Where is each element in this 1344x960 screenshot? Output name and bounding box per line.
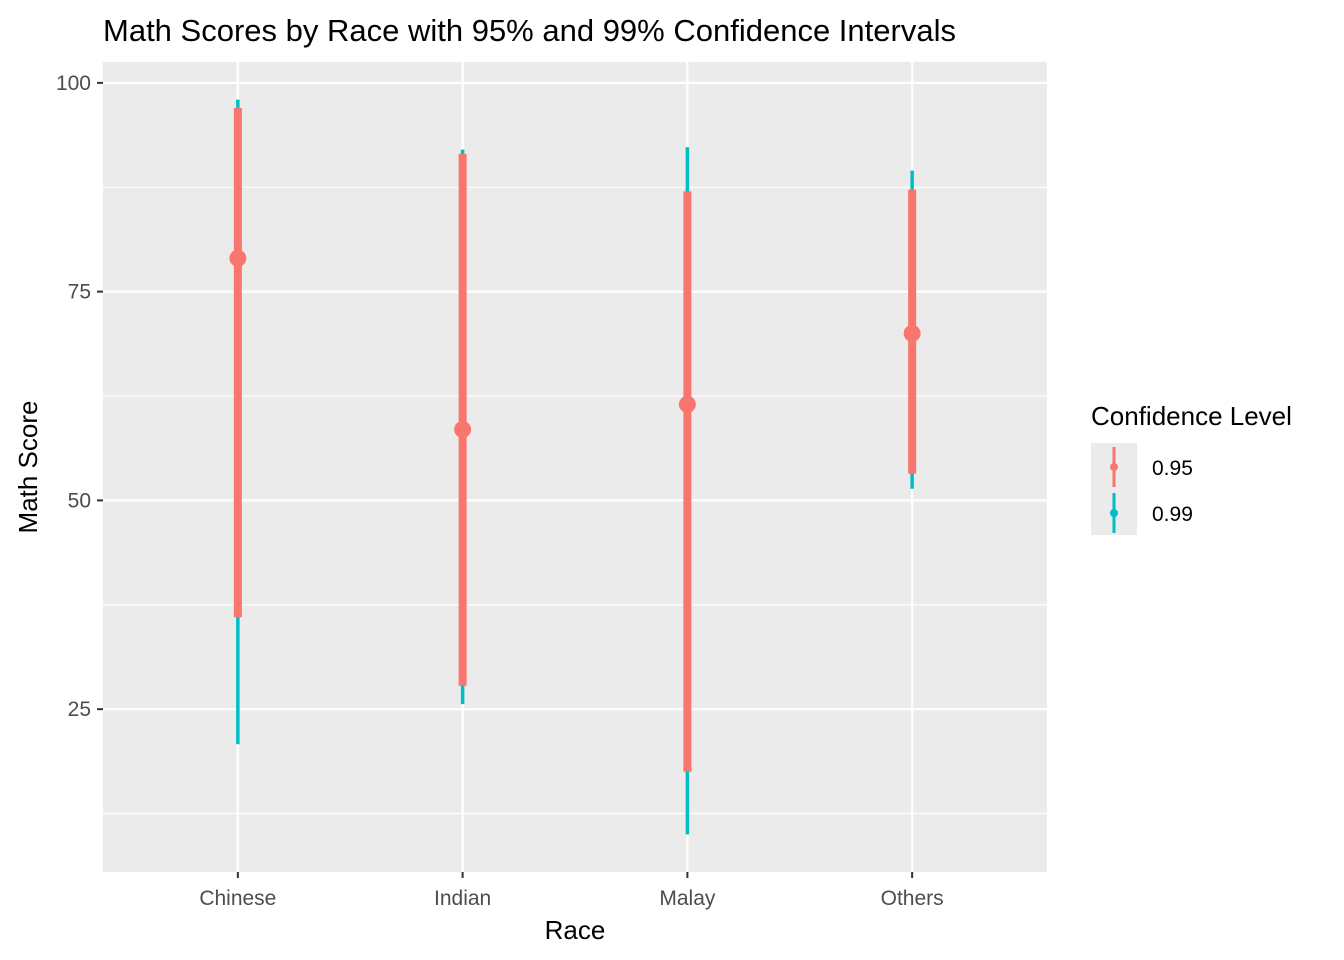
y-tick-label-3: 100	[56, 72, 91, 95]
y-tick-label-2: 75	[68, 281, 91, 304]
x-tick-label-1: Indian	[434, 887, 491, 910]
plot-panel	[103, 62, 1047, 872]
y-axis-title: Math Score	[13, 401, 43, 534]
x-tick-label-3: Others	[881, 887, 944, 910]
mean-point-malay	[678, 395, 696, 413]
x-axis: Chinese Indian Malay Others	[199, 872, 944, 910]
legend-key-point-0	[1110, 463, 1118, 471]
legend-title: Confidence Level	[1091, 401, 1292, 431]
mean-point-chinese	[229, 249, 247, 267]
legend: Confidence Level 0.95 0.99	[1091, 401, 1292, 535]
legend-key-point-1	[1110, 509, 1118, 517]
y-tick-label-0: 25	[68, 698, 91, 721]
mean-point-indian	[454, 420, 472, 438]
x-tick-label-2: Malay	[659, 887, 716, 910]
grid-minor	[103, 186, 1047, 815]
y-axis: 25 50 75 100	[56, 72, 103, 721]
mean-point-others	[903, 324, 921, 342]
legend-label-1: 0.99	[1152, 503, 1193, 526]
x-axis-title: Race	[545, 915, 606, 945]
chart-marks	[229, 99, 921, 835]
x-tick-label-0: Chinese	[199, 887, 276, 910]
chart-title: Math Scores by Race with 95% and 99% Con…	[103, 13, 956, 48]
legend-label-0: 0.95	[1152, 457, 1193, 480]
y-tick-label-1: 50	[68, 489, 91, 512]
